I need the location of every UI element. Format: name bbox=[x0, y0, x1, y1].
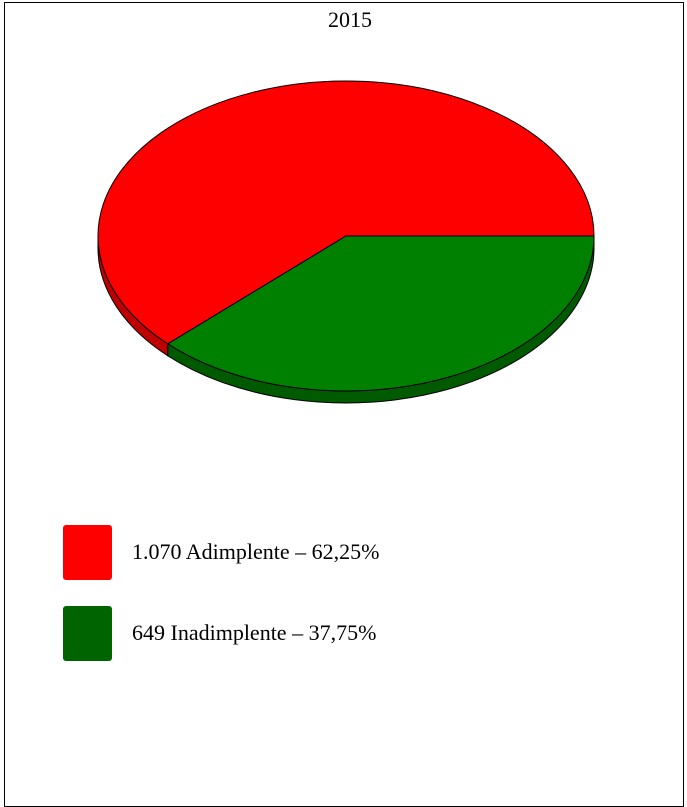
legend-label-adimplente: 1.070 Adimplente – 62,25% bbox=[132, 539, 380, 564]
legend-label-inadimplente: 649 Inadimplente – 37,75% bbox=[132, 620, 377, 645]
legend-swatch-adimplente bbox=[63, 524, 112, 580]
chart-title: 2015 bbox=[328, 7, 372, 32]
legend-swatch-inadimplente bbox=[63, 605, 112, 661]
pie-slice-adimplente bbox=[97, 80, 595, 345]
legend-item-inadimplente: 649 Inadimplente – 37,75% bbox=[63, 603, 376, 663]
pie-slice-inadimplente bbox=[166, 235, 595, 392]
legend-item-adimplente: 1.070 Adimplente – 62,25% bbox=[63, 522, 379, 582]
